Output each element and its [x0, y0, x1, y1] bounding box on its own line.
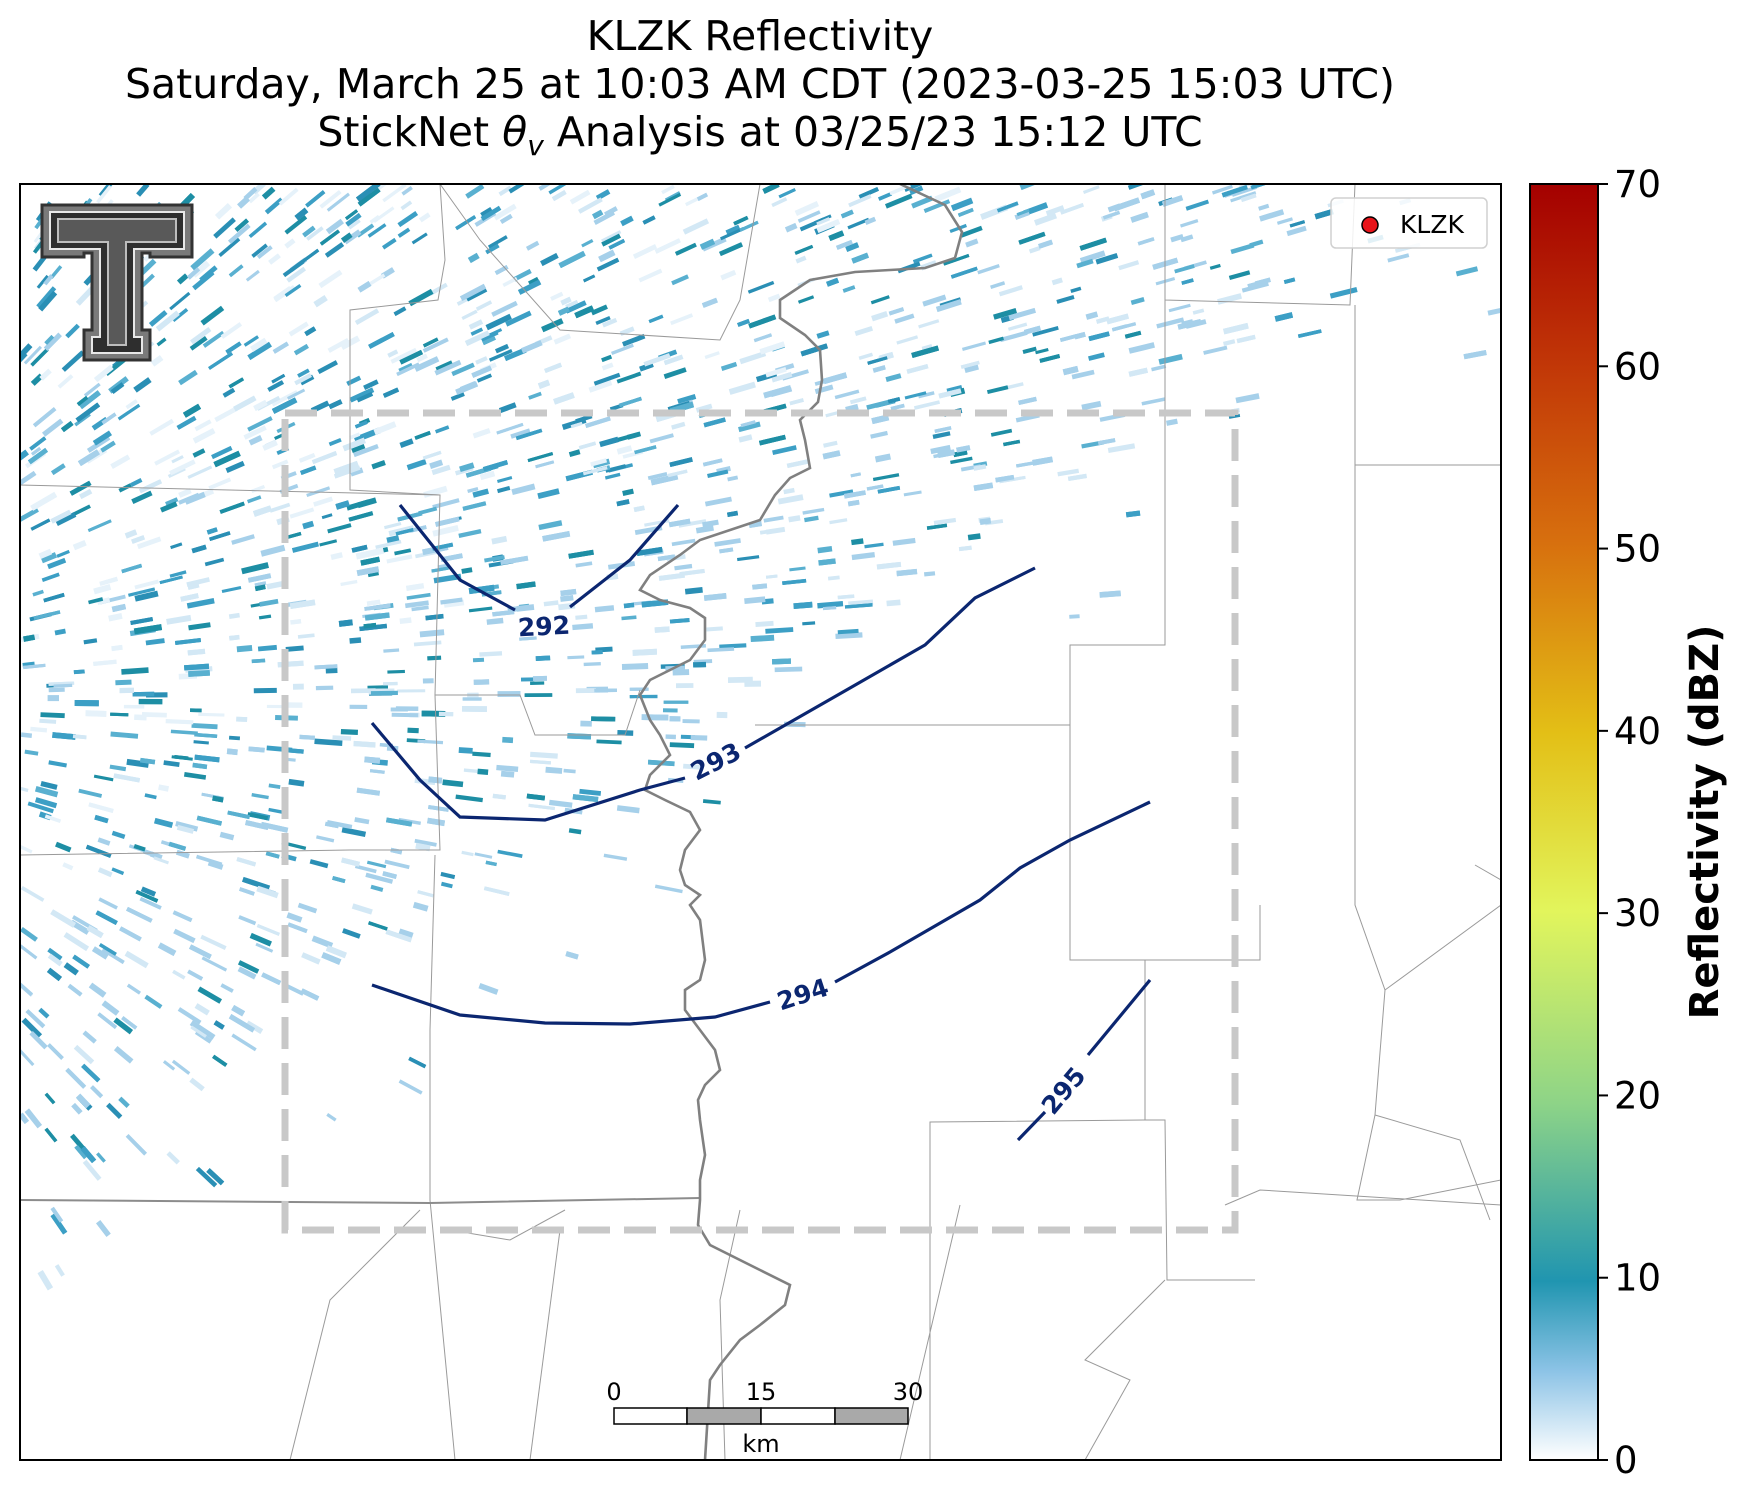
map-area[interactable]: [20, 184, 1501, 1460]
scale-tick-0: 0: [606, 1378, 621, 1406]
legend: KLZK: [1330, 197, 1488, 249]
map-frame: [19, 183, 1502, 1461]
scale-tick-15: 15: [746, 1378, 777, 1406]
title-datetime: Saturday, March 25 at 10:03 AM CDT (2023…: [125, 60, 1395, 108]
scale-bar: 0 15 30 km: [606, 1378, 923, 1458]
colorbar-tick-label: 10: [1614, 1257, 1661, 1300]
texas-tech-logo: [40, 203, 194, 362]
colorbar-tick-label: 60: [1614, 345, 1661, 388]
analysis-domain-box: [281, 409, 1239, 1234]
reflectivity-field: [20, 184, 1501, 1291]
contour-293-line: [370, 721, 686, 822]
contour-294-line: [371, 983, 771, 1026]
contour-292-line: [569, 503, 680, 609]
colorbar-label: Reflectivity (dBZ): [1682, 625, 1728, 1020]
contour-293-line: [744, 566, 1036, 750]
colorbar-tick-label: 0: [1614, 1439, 1638, 1482]
contour-label-292: 292: [517, 611, 571, 643]
colorbar-gradient: [1529, 183, 1599, 1461]
state-boundary: [20, 1197, 701, 1205]
contour-295-line: [1016, 1110, 1047, 1142]
legend-station-label: KLZK: [1400, 210, 1464, 239]
scale-unit: km: [742, 1430, 779, 1458]
legend-marker: [1361, 216, 1379, 234]
theta-v-contours: [370, 503, 1152, 1142]
colorbar-tick-label: 30: [1614, 892, 1661, 935]
title-analysis: StickNet θv Analysis at 03/25/23 15:12 U…: [317, 108, 1203, 163]
colorbar-tick-label: 50: [1614, 528, 1661, 571]
scale-tick-30: 30: [893, 1378, 924, 1406]
county-boundaries: [20, 184, 1501, 1460]
colorbar-tick-label: 20: [1614, 1074, 1661, 1117]
colorbar-ticks: 0 10 20 30 40 50 60 70: [1598, 163, 1661, 1482]
colorbar-tick-label: 70: [1614, 163, 1661, 206]
river: [638, 184, 964, 1460]
colorbar: 0 10 20 30 40 50 60 70 Reflectivity (dBZ): [1529, 163, 1728, 1482]
colorbar-tick-label: 40: [1614, 710, 1661, 753]
contour-292-line: [398, 504, 516, 612]
contour-294-line: [834, 800, 1151, 984]
title-radar: KLZK Reflectivity: [586, 12, 934, 60]
contour-295-line: [1086, 978, 1152, 1057]
chart-title: KLZK Reflectivity Saturday, March 25 at …: [20, 12, 1500, 170]
